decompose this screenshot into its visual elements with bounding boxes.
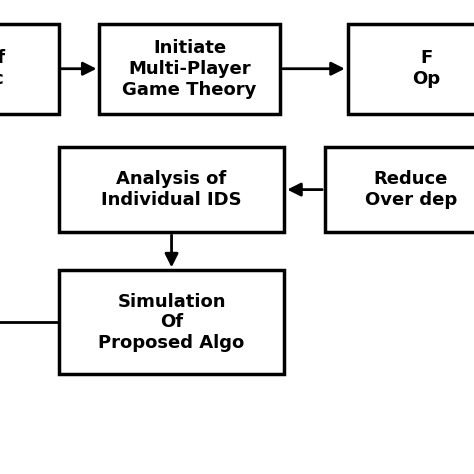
Text: Analysis of
Individual IDS: Analysis of Individual IDS — [101, 170, 242, 209]
Text: F
Op: F Op — [412, 49, 441, 88]
Bar — [59, 147, 284, 232]
Text: Initiate
Multi-Player
Game Theory: Initiate Multi-Player Game Theory — [122, 39, 257, 99]
Bar — [100, 24, 280, 114]
Text: Reduce
Over dep: Reduce Over dep — [365, 170, 457, 209]
Bar — [59, 270, 284, 374]
Bar — [325, 147, 474, 232]
Bar — [0, 24, 59, 114]
Text: of
ic: of ic — [0, 49, 6, 88]
Text: Simulation
Of
Proposed Algo: Simulation Of Proposed Algo — [99, 292, 245, 352]
Bar — [347, 24, 474, 114]
